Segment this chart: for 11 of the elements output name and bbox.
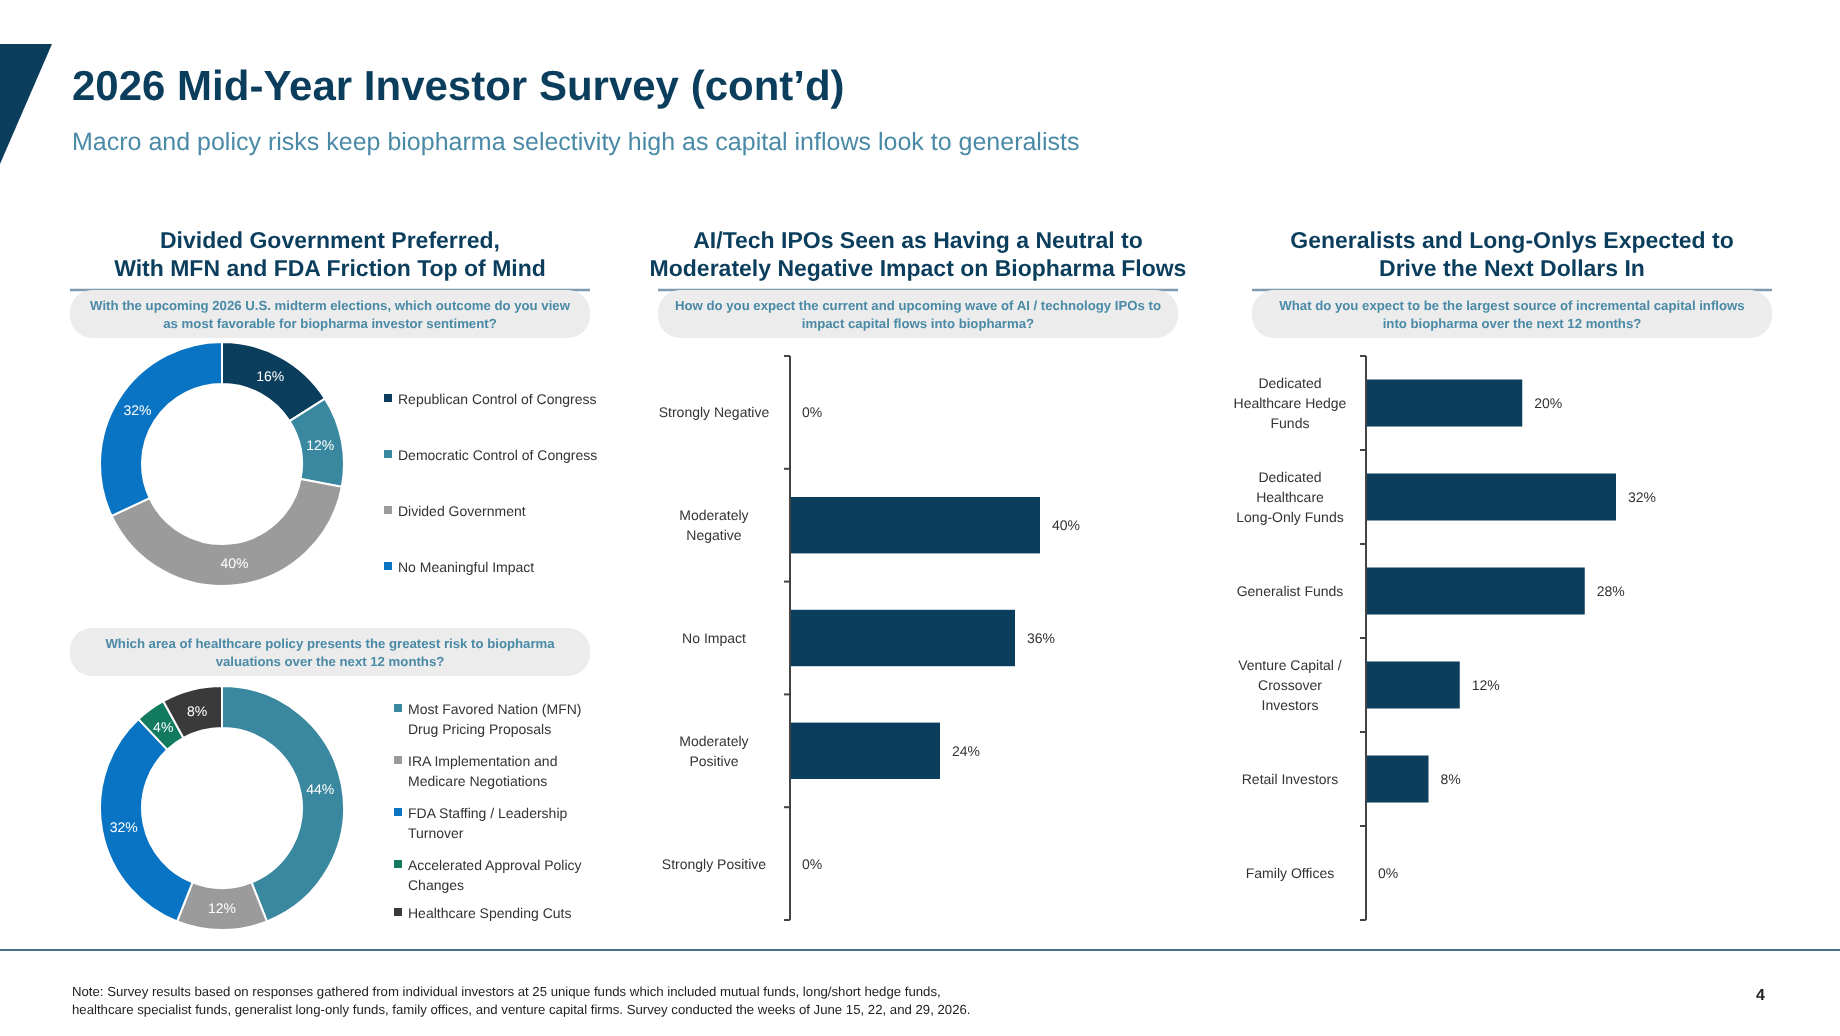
bar bbox=[1366, 755, 1429, 803]
chart-title: Divided Government Preferred, With MFN and FDA Friction Top of Mind bbox=[114, 230, 546, 282]
bar bbox=[1366, 567, 1585, 615]
chart-title: AI/Tech IPOs Seen as Having a Neutral to Moderately Negative Impact on Biopharma Flows bbox=[649, 230, 1187, 282]
text: 4 bbox=[1756, 986, 1766, 1004]
text: Macro and policy risks keep biopharma selectivity high as capital inflows look to generalists bbox=[72, 128, 1080, 156]
text: 2026 Mid-Year Investor Survey (cont’d) bbox=[72, 64, 845, 110]
bar bbox=[1366, 379, 1523, 427]
bar bbox=[1366, 473, 1616, 521]
bar bbox=[1366, 661, 1460, 709]
chart-title: Generalists and Long-Onlys Expected to Drive the Next Dollars In bbox=[1290, 230, 1734, 282]
